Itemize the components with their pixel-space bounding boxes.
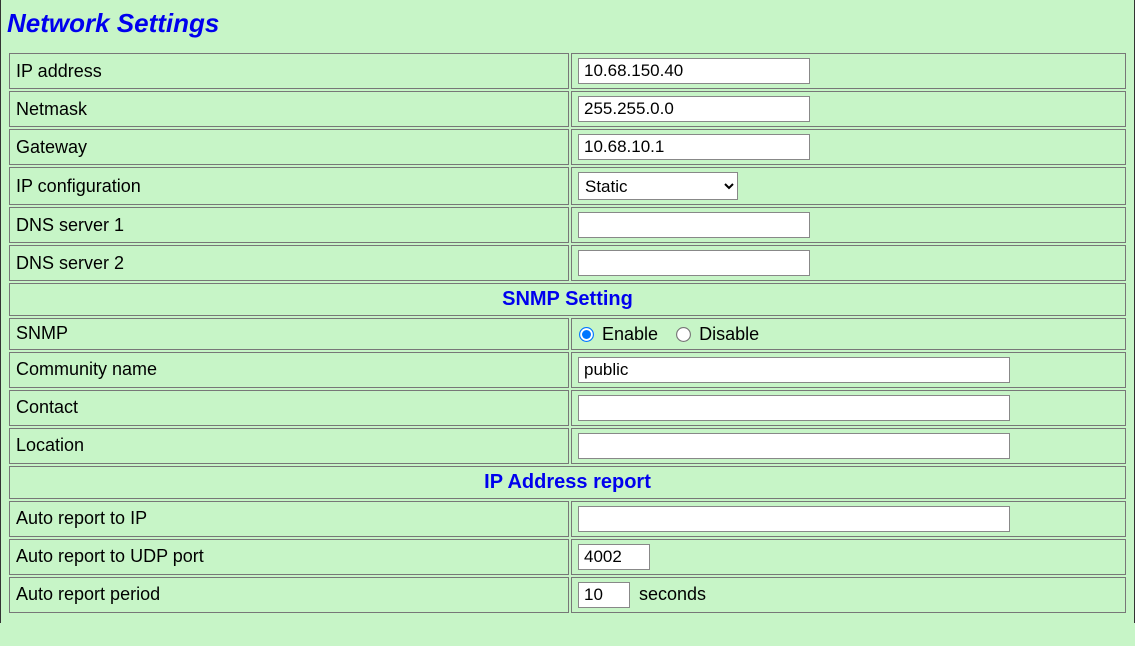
snmp-disable-radio[interactable] — [676, 327, 691, 342]
dns2-label: DNS server 2 — [9, 245, 569, 281]
report-port-cell — [571, 539, 1126, 575]
location-input[interactable] — [578, 433, 1010, 459]
location-label: Location — [9, 428, 569, 464]
snmp-disable-label: Disable — [699, 324, 759, 344]
contact-cell — [571, 390, 1126, 426]
dns2-input[interactable] — [578, 250, 810, 276]
location-cell — [571, 428, 1126, 464]
report-port-label: Auto report to UDP port — [9, 539, 569, 575]
report-ip-cell — [571, 501, 1126, 537]
network-settings-table: IP address Netmask Gateway IP configurat… — [7, 51, 1128, 615]
dns1-cell — [571, 207, 1126, 243]
netmask-label: Netmask — [9, 91, 569, 127]
snmp-enable-label: Enable — [602, 324, 658, 344]
snmp-cell: Enable Disable — [571, 318, 1126, 350]
snmp-enable-radio[interactable] — [579, 327, 594, 342]
dns2-cell — [571, 245, 1126, 281]
snmp-section-heading: SNMP Setting — [9, 283, 1126, 316]
report-period-suffix: seconds — [639, 584, 706, 604]
community-cell — [571, 352, 1126, 388]
ip-config-select[interactable]: Static — [578, 172, 738, 200]
netmask-input[interactable] — [578, 96, 810, 122]
dns1-label: DNS server 1 — [9, 207, 569, 243]
gateway-cell — [571, 129, 1126, 165]
report-ip-input[interactable] — [578, 506, 1010, 532]
gateway-label: Gateway — [9, 129, 569, 165]
snmp-label: SNMP — [9, 318, 569, 350]
community-input[interactable] — [578, 357, 1010, 383]
report-port-input[interactable] — [578, 544, 650, 570]
report-ip-label: Auto report to IP — [9, 501, 569, 537]
ip-config-cell: Static — [571, 167, 1126, 205]
ip-address-label: IP address — [9, 53, 569, 89]
contact-input[interactable] — [578, 395, 1010, 421]
community-label: Community name — [9, 352, 569, 388]
ip-address-cell — [571, 53, 1126, 89]
report-period-cell: seconds — [571, 577, 1126, 613]
report-period-input[interactable] — [578, 582, 630, 608]
ip-address-input[interactable] — [578, 58, 810, 84]
report-section-heading: IP Address report — [9, 466, 1126, 499]
gateway-input[interactable] — [578, 134, 810, 160]
netmask-cell — [571, 91, 1126, 127]
dns1-input[interactable] — [578, 212, 810, 238]
page-title: Network Settings — [1, 0, 1134, 51]
report-period-label: Auto report period — [9, 577, 569, 613]
contact-label: Contact — [9, 390, 569, 426]
ip-config-label: IP configuration — [9, 167, 569, 205]
